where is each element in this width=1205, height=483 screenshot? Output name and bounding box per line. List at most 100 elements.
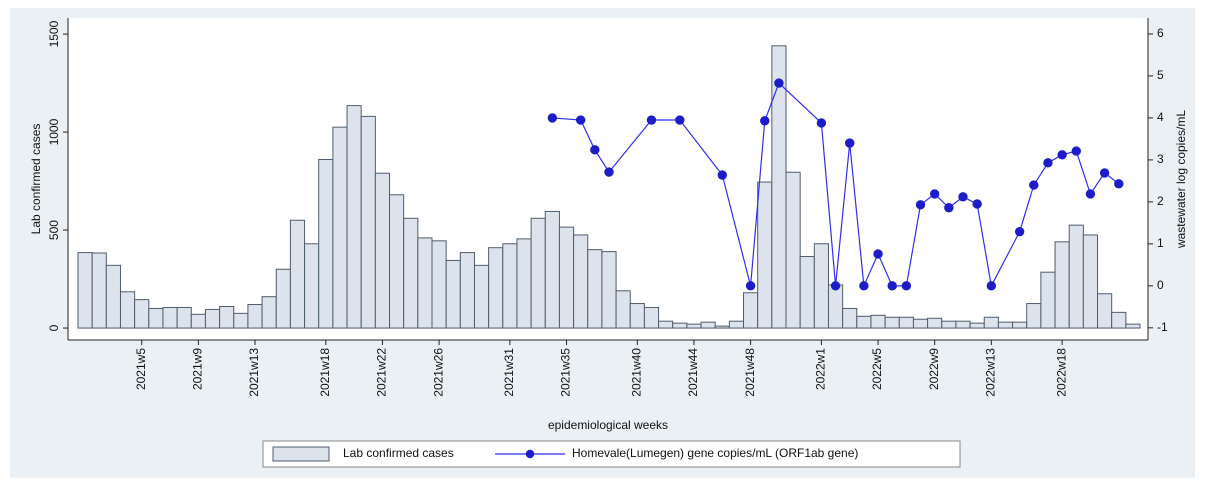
bar [389,194,405,329]
bar [558,226,575,329]
marker [845,138,855,148]
bar [516,238,532,329]
bar [1054,241,1070,329]
bar [247,304,263,329]
marker [745,281,756,291]
bar [176,306,192,329]
x-tick-label: 2021w9 [191,348,205,390]
bar [360,115,376,329]
marker [604,167,614,177]
x-tick-label: 2022w13 [983,348,997,397]
x-tick-label: 2021w40 [629,348,643,397]
bar [643,306,660,329]
bar [997,321,1014,329]
marker [1029,180,1039,190]
marker [1071,146,1081,156]
x-axis-title: epidemiological weeks [548,418,668,432]
bar [686,323,702,329]
marker [816,118,827,128]
bar [714,325,730,329]
bar [1026,303,1042,329]
y2-tick-label: 2 [1157,194,1164,208]
x-tick-label: 2022w9 [927,348,941,390]
bar [743,292,759,329]
legend-marker [525,449,535,459]
y2-tick-label: -1 [1157,320,1168,334]
bar [941,320,957,329]
x-tick-label: 2021w44 [686,348,700,397]
bar [403,217,419,329]
y-tick-label: 500 [47,220,61,240]
bar [983,316,999,329]
y2-tick-label: 1 [1157,236,1164,250]
bar [119,291,136,329]
marker [830,281,841,291]
bar [799,256,815,329]
y2-tick-label: 0 [1157,278,1164,292]
bar [204,308,221,329]
bar [757,181,773,329]
marker [944,203,954,213]
bar [912,318,929,329]
bar [332,126,348,329]
bar [91,252,107,329]
bar [544,210,560,329]
bar [785,171,801,329]
bar [1111,311,1127,329]
bar [827,284,844,329]
y-tick-label: 0 [47,324,61,331]
bar [587,249,603,329]
marker [646,115,657,125]
marker [986,281,997,291]
bar [658,320,674,329]
x-tick-label: 2022w5 [870,348,884,390]
bar [190,313,206,329]
bar [530,217,546,329]
legend-label: Homevale(Lumegen) gene copies/mL (ORF1ab… [572,446,858,460]
bar [134,299,150,329]
legend-label: Lab confirmed cases [343,446,454,460]
bar [573,234,589,329]
marker [901,281,912,291]
x-tick-label: 2022w1 [814,348,828,390]
bar [233,312,249,329]
bar [473,264,490,329]
y-axis-title: Lab confirmed cases [29,124,43,235]
bar [431,240,447,329]
marker [590,145,600,155]
bar [417,237,433,329]
bar [148,307,164,329]
marker [675,115,685,125]
marker [547,113,558,123]
bar [629,303,645,329]
y2-tick-label: 5 [1157,68,1164,82]
bar [261,296,277,329]
marker [929,189,940,199]
x-tick-label: 2022w18 [1054,348,1068,397]
bar [105,264,121,329]
bar [969,322,985,329]
x-tick-label: 2021w35 [559,348,573,397]
bar [1012,321,1028,329]
bar [445,259,461,329]
y2-tick-label: 6 [1157,26,1164,40]
y2-axis-title: wastewater log copies/mL [1174,110,1188,249]
bar [672,322,688,329]
x-tick-label: 2021w5 [134,348,148,390]
bar [601,251,617,329]
marker [859,281,869,291]
bar [488,247,504,329]
bar [884,316,900,329]
bar [219,305,235,329]
bar [275,268,291,329]
x-tick-label: 2021w13 [247,348,261,397]
marker [717,170,727,180]
marker [1014,226,1025,237]
bar [162,306,178,329]
bar [728,320,745,329]
marker [575,115,586,125]
bar [304,243,320,329]
y2-tick-label: 4 [1157,110,1164,124]
